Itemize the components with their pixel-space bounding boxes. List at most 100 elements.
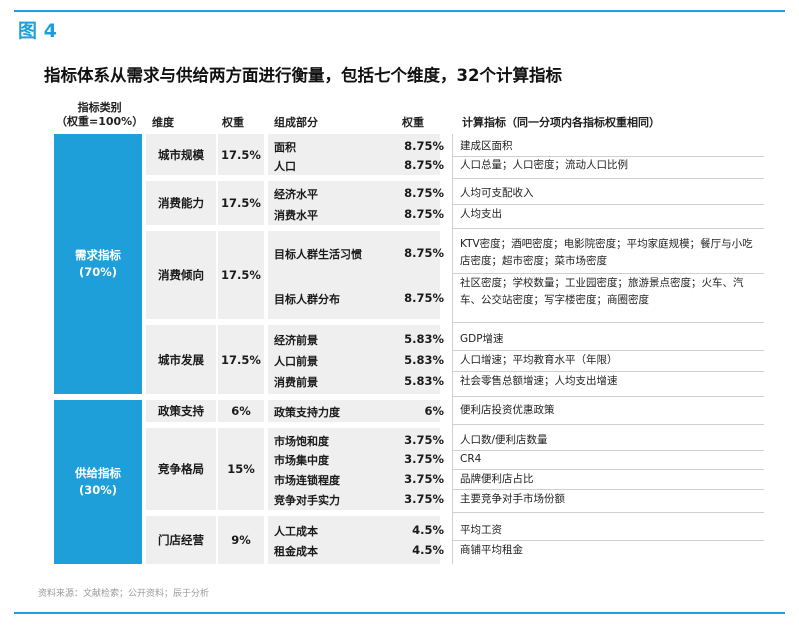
calc-indicator: KTV密度；酒吧密度；电影院密度；平均家庭规模；餐厅与小吃店密度；超市密度；菜市… [460, 238, 753, 267]
row-separator [452, 489, 764, 490]
component-weight: 3.75% [404, 472, 444, 486]
header-category: 指标类别 （权重=100%） [56, 101, 143, 129]
dimension-band-city-scale [146, 134, 440, 175]
component-weight: 8.75% [404, 246, 444, 260]
component-name: 市场连锁程度 [274, 474, 340, 487]
row-separator [452, 540, 764, 541]
calc-indicator: 商铺平均租金 [460, 544, 523, 556]
calc-indicator: 社会零售总额增速；人均支出增速 [460, 375, 618, 387]
calc-indicator: 平均工资 [460, 524, 502, 536]
row-separator [452, 469, 764, 470]
dimension-band-policy [146, 400, 440, 422]
component-weight: 8.75% [404, 291, 444, 305]
figure-label: 图 4 [18, 20, 57, 42]
component-weight: 3.75% [404, 433, 444, 447]
dimension-band-city-development [146, 325, 440, 394]
component-name: 市场集中度 [274, 454, 329, 467]
component-weight: 3.75% [404, 452, 444, 466]
component-name: 政策支持力度 [274, 406, 340, 419]
row-separator [452, 322, 764, 323]
dimension-name: 门店经营 [158, 533, 204, 547]
component-name: 面积 [274, 141, 296, 154]
component-name: 人口 [274, 160, 296, 173]
header-category-line2: （权重=100%） [56, 115, 144, 128]
dimension-name: 城市发展 [158, 352, 204, 367]
dimension-weight: 17.5% [221, 268, 261, 282]
header-category-line1: 指标类别 [77, 101, 122, 114]
calc-indicator: 人口数/便利店数量 [460, 434, 548, 446]
component-name: 人口前景 [274, 355, 318, 368]
category-demand-weight: (70%) [78, 265, 118, 279]
component-name: 竞争对手实力 [274, 494, 340, 507]
component-weight: 8.75% [404, 207, 444, 221]
dimension-name: 消费能力 [158, 196, 204, 210]
dimension-name: 消费倾向 [158, 268, 204, 282]
category-supply-name: 供给指标 [75, 466, 121, 480]
row-separator [452, 178, 764, 179]
divider-dimension [216, 134, 218, 564]
calc-indicator: 主要竞争对手市场份额 [460, 493, 565, 505]
top-rule [14, 10, 785, 12]
dimension-band-consumption-tendency [146, 231, 440, 319]
calc-column-rule [452, 134, 453, 564]
category-demand-name: 需求指标 [75, 248, 121, 262]
component-name: 目标人群生活习惯 [274, 248, 362, 261]
row-separator [452, 273, 764, 274]
header-dimension: 维度 [152, 116, 174, 129]
component-name: 经济前景 [274, 334, 318, 347]
dimension-band-competition [146, 428, 440, 510]
dimension-weight: 17.5% [221, 196, 261, 210]
component-weight: 5.83% [404, 332, 444, 346]
bottom-rule [14, 612, 785, 614]
category-demand: 需求指标 (70%) [54, 134, 142, 394]
component-name: 目标人群分布 [274, 293, 340, 306]
dimension-name: 竞争格局 [158, 462, 204, 476]
dimension-weight: 15% [227, 462, 255, 476]
component-weight: 5.83% [404, 353, 444, 367]
divider-weight [264, 134, 268, 564]
category-supply: 供给指标 (30%) [54, 400, 142, 564]
row-separator [452, 204, 764, 205]
dimension-name: 政策支持 [158, 404, 204, 418]
calc-indicator: 便利店投资优惠政策 [460, 404, 555, 416]
component-weight: 4.5% [412, 523, 444, 537]
component-weight: 8.75% [404, 186, 444, 200]
dimension-weight: 17.5% [221, 147, 261, 162]
row-separator [452, 350, 764, 351]
calc-indicator: 人均可支配收入 [460, 187, 534, 199]
component-name: 人工成本 [274, 525, 318, 538]
row-separator [452, 450, 764, 451]
row-separator [452, 156, 764, 157]
component-name: 市场饱和度 [274, 435, 329, 448]
component-weight: 6% [424, 404, 444, 418]
row-separator [452, 512, 764, 513]
calc-indicator: 人均支出 [460, 208, 502, 220]
component-name: 消费前景 [274, 376, 318, 389]
calc-indicator: 人口增速；平均教育水平（年限） [460, 354, 618, 366]
component-name: 经济水平 [274, 188, 318, 201]
source-note: 资料来源：文献检索；公开资料；辰于分析 [38, 589, 210, 599]
header-component: 组成部分 [274, 116, 318, 129]
dimension-weight: 9% [231, 533, 251, 547]
component-weight: 8.75% [404, 139, 444, 153]
calc-indicator: 品牌便利店占比 [460, 473, 534, 485]
row-separator [452, 371, 764, 372]
component-weight: 8.75% [404, 158, 444, 172]
header-weight: 权重 [222, 116, 244, 129]
component-weight: 3.75% [404, 492, 444, 506]
component-weight: 5.83% [404, 374, 444, 388]
dimension-weight: 17.5% [221, 352, 261, 367]
component-weight: 4.5% [412, 543, 444, 557]
row-separator [452, 424, 764, 425]
row-separator [452, 228, 764, 229]
header-component-weight: 权重 [402, 116, 424, 129]
calc-indicator: 人口总量；人口密度；流动人口比例 [460, 159, 628, 171]
dimension-weight: 6% [231, 404, 251, 418]
header-calc: 计算指标（同一分项内各指标权重相同） [462, 116, 660, 129]
component-name: 租金成本 [274, 545, 318, 558]
dimension-name: 城市规模 [158, 147, 204, 162]
row-separator [452, 396, 764, 397]
dimension-band-store-operation [146, 516, 440, 564]
component-name: 消费水平 [274, 209, 318, 222]
category-supply-weight: (30%) [78, 483, 118, 497]
